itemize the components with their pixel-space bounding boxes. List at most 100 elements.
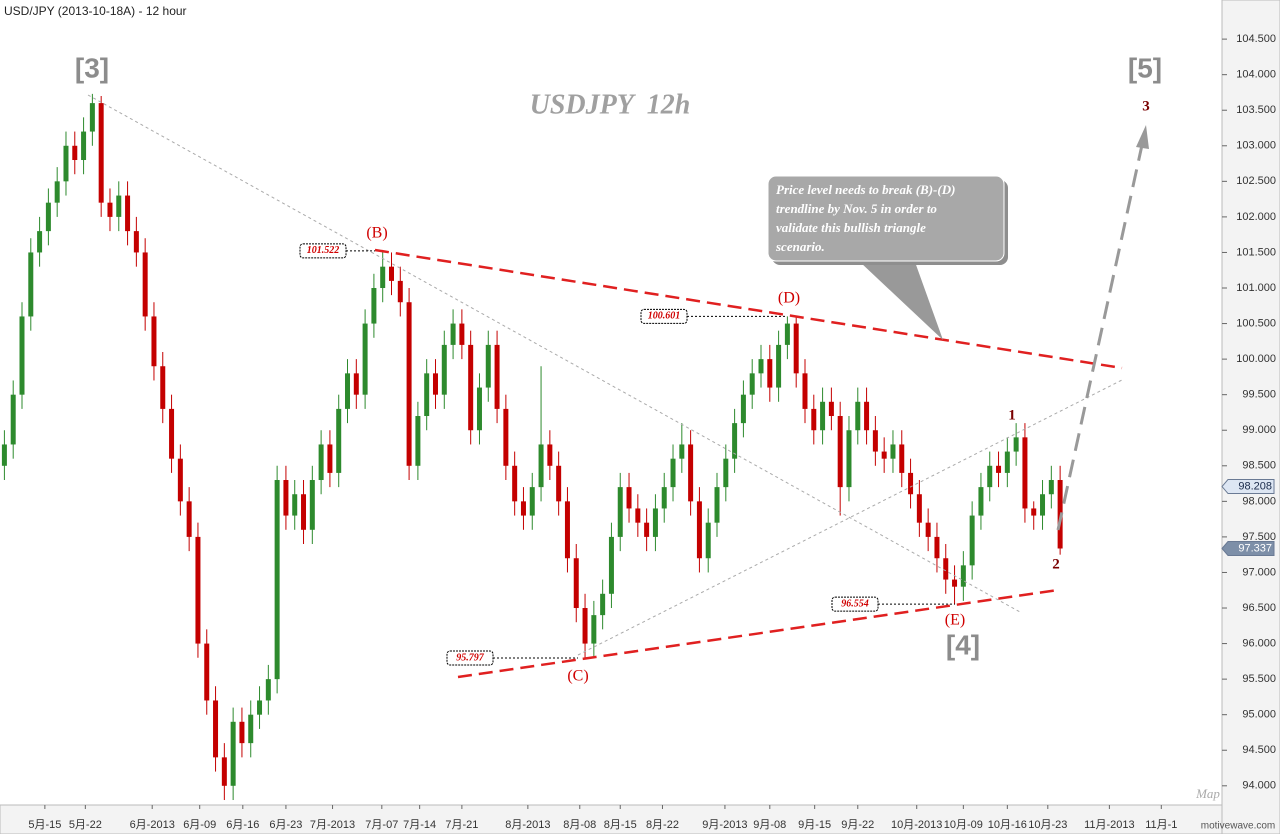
plot-area xyxy=(0,0,1222,805)
wave-label: [4] xyxy=(946,629,980,660)
x-tick-label: 6月-09 xyxy=(183,819,216,831)
candle-body xyxy=(837,416,843,488)
candle-body xyxy=(784,323,790,345)
candle-body xyxy=(177,458,183,502)
x-tick-label: 10月-16 xyxy=(988,819,1027,831)
candle-body xyxy=(63,145,69,182)
x-tick-label: 6月-23 xyxy=(269,819,302,831)
candle-body xyxy=(969,515,975,566)
y-tick-label: 95.500 xyxy=(1242,673,1276,685)
wave-label: (E) xyxy=(945,612,965,629)
candle-body xyxy=(221,757,227,786)
candle-body xyxy=(908,472,914,495)
candle-body xyxy=(820,401,826,431)
candle-body xyxy=(248,714,254,744)
candle-body xyxy=(608,536,614,594)
y-tick-label: 99.000 xyxy=(1242,424,1276,436)
y-tick-label: 96.500 xyxy=(1242,602,1276,614)
wave-label: (C) xyxy=(567,668,588,685)
candle-body xyxy=(732,423,738,459)
candle-body xyxy=(195,536,201,644)
x-tick-label: 9月-2013 xyxy=(702,819,747,831)
candle-body xyxy=(635,508,641,523)
candle-body xyxy=(371,288,377,324)
marker-price-tag xyxy=(1221,479,1275,495)
y-tick-label: 104.000 xyxy=(1236,69,1276,81)
y-tick-label: 101.000 xyxy=(1236,282,1276,294)
y-tick-label: 97.500 xyxy=(1242,531,1276,543)
x-tick-label: 5月-15 xyxy=(28,819,61,831)
candle-body xyxy=(45,202,51,232)
x-tick-label: 7月-07 xyxy=(365,819,398,831)
candle-body xyxy=(424,373,430,417)
candle-body xyxy=(309,480,315,530)
candle-body xyxy=(714,487,720,523)
candle-body xyxy=(952,579,958,587)
candle-body xyxy=(960,565,966,587)
level-label: 101.522 xyxy=(307,245,340,256)
x-tick-label: 6月-16 xyxy=(226,819,259,831)
y-tick-label: 95.000 xyxy=(1242,709,1276,721)
candle-body xyxy=(54,181,60,203)
level-tag xyxy=(640,308,688,324)
candle-body xyxy=(397,280,403,303)
candle-body xyxy=(881,451,887,459)
candle-body xyxy=(811,408,817,431)
candle-body xyxy=(503,408,509,466)
candle-body xyxy=(432,373,438,395)
candle-body xyxy=(388,266,394,281)
candle-body xyxy=(996,465,1002,473)
level-label: 100.601 xyxy=(648,311,681,322)
candle-body xyxy=(301,494,307,530)
x-tick-label: 5月-22 xyxy=(69,819,102,831)
x-tick-label: 9月-22 xyxy=(841,819,874,831)
candle-body xyxy=(213,700,219,758)
candle-body xyxy=(494,344,500,409)
last-price-label: 97.337 xyxy=(1238,542,1272,554)
candle-body xyxy=(133,231,139,253)
wave-label: 3 xyxy=(1142,98,1150,114)
x-tick-label: 7月-2013 xyxy=(310,819,355,831)
candle-body xyxy=(679,444,685,459)
chart-title: USD/JPY (2013-10-18A) - 12 hour xyxy=(4,4,187,18)
callout-box xyxy=(767,175,1005,262)
candle-body xyxy=(520,501,526,516)
level-label: 95.797 xyxy=(456,652,485,663)
x-tick-label: 7月-14 xyxy=(403,819,436,831)
candle-body xyxy=(327,444,333,473)
candle-body xyxy=(723,458,729,488)
y-tick-label: 100.500 xyxy=(1236,317,1276,329)
x-tick-label: 9月-15 xyxy=(798,819,831,831)
candle-body xyxy=(274,480,280,680)
candle-body xyxy=(81,131,87,161)
candle-body xyxy=(934,536,940,559)
y-tick-label: 102.500 xyxy=(1236,175,1276,187)
y-tick-label: 98.000 xyxy=(1242,495,1276,507)
watermark: USDJPY 12h xyxy=(530,89,691,120)
y-tick-label: 103.500 xyxy=(1236,104,1276,116)
candle-body xyxy=(415,416,421,466)
callout-line: validate this bullish triangle xyxy=(776,220,926,235)
callout-line: scenario. xyxy=(775,239,825,254)
candle-body xyxy=(617,487,623,537)
candle-body xyxy=(89,103,95,132)
callout-pointer xyxy=(860,262,943,340)
brand: motivewave.com xyxy=(1201,821,1275,832)
x-axis-panel xyxy=(0,804,1223,835)
trendline-ce xyxy=(457,588,1059,679)
candle-body xyxy=(556,465,562,502)
x-tick-label: 8月-08 xyxy=(563,819,596,831)
callout-line: trendline by Nov. 5 in order to xyxy=(776,201,937,216)
wave-label: 2 xyxy=(1052,556,1060,572)
candle-body xyxy=(1004,451,1010,473)
x-tick-label: 6月-2013 xyxy=(130,819,175,831)
candle-body xyxy=(916,494,922,523)
channel-line xyxy=(87,94,1021,613)
arrow-head xyxy=(1136,125,1149,149)
candle-body xyxy=(688,444,694,502)
candle-body xyxy=(1,444,7,466)
level-tag xyxy=(831,596,879,612)
candle-body xyxy=(257,700,263,715)
candle-body xyxy=(987,465,993,488)
